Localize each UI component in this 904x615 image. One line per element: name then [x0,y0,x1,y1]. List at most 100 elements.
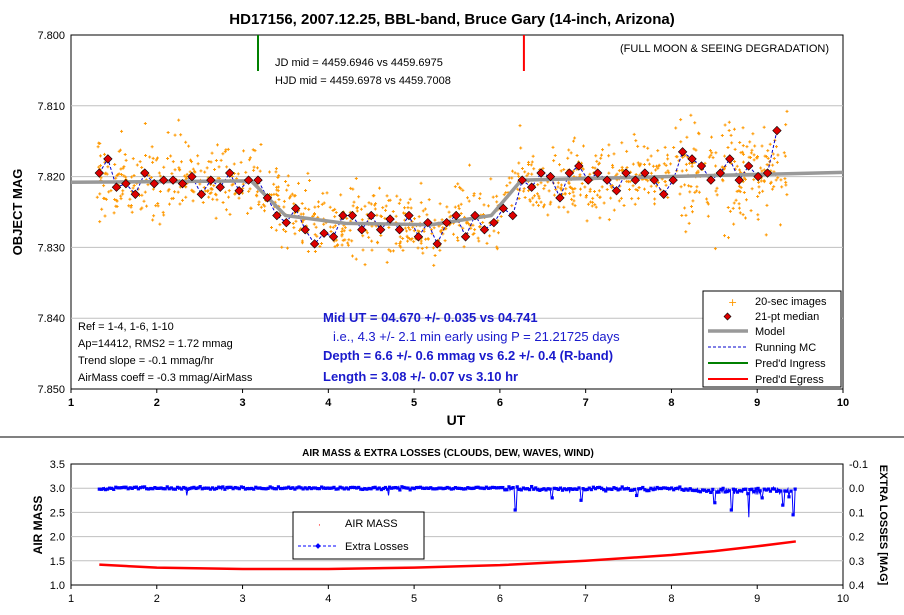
image-point [683,154,687,158]
image-point [203,170,207,174]
extra-losses-point [746,492,750,496]
image-point [461,188,465,192]
image-point [581,167,585,171]
image-point [631,184,635,188]
image-point [727,129,731,133]
image-point [738,211,742,215]
image-point [331,209,335,213]
image-point [715,193,719,197]
image-point [294,219,298,223]
image-point [567,181,571,185]
image-point [285,188,289,192]
image-point [741,150,745,154]
image-point [583,185,587,189]
image-point [416,229,420,233]
extra-losses-point [112,487,116,491]
median-point [281,217,291,228]
chart-title: HD17156, 2007.12.25, BBL-band, Bruce Gar… [229,11,674,28]
y2-tick-label: 0.0 [849,483,864,495]
image-point [739,186,743,190]
image-point [622,203,626,207]
image-point [559,186,563,190]
image-point [313,205,317,209]
air-mass-line [99,540,796,571]
image-point [340,227,344,231]
extra-losses-point [760,496,764,500]
extra-losses-point [583,488,587,492]
image-point [752,178,756,182]
image-point [752,158,756,162]
image-point [726,146,730,150]
image-point [757,191,761,195]
image-point [510,169,514,173]
image-point [150,145,154,149]
median-point [177,179,188,189]
extra-losses-point [509,486,513,490]
image-point [185,172,189,176]
image-point [237,196,241,200]
image-point [166,189,170,193]
extra-losses-point [402,485,406,490]
extra-losses-point [630,488,635,492]
extra-losses-point [589,487,593,492]
median-point [94,168,104,178]
image-point [584,194,588,198]
image-point [340,229,344,233]
image-point [526,172,530,176]
extra-losses-point [667,487,672,491]
image-point [637,186,641,190]
extra-losses-point [357,485,361,490]
image-point [461,226,465,230]
image-point [578,173,582,177]
image-point [710,135,714,139]
image-point [132,184,136,188]
extra-losses-point [616,488,620,492]
extra-losses-point [437,486,441,490]
median-point [300,225,310,235]
image-point [523,170,527,174]
image-point [549,200,553,204]
image-point [381,206,385,210]
median-point [432,239,442,249]
image-point [772,157,776,161]
image-point [221,152,225,156]
image-point [438,248,442,252]
image-point [597,189,601,193]
median-point [706,175,716,185]
median-point [734,175,744,185]
image-point [607,154,611,158]
extra-losses-point [120,486,124,490]
image-point [328,225,332,229]
image-point [248,187,252,191]
extra-losses-point [169,486,173,490]
extra-losses-point [108,486,112,490]
image-point [334,211,338,215]
image-point [184,195,188,199]
extra-losses-point [748,487,752,492]
extra-losses-point [210,486,215,490]
image-point [214,159,218,163]
x-tick-label: 4 [325,593,331,605]
image-point [184,140,188,144]
image-point [399,240,403,244]
x-tick-label: 3 [239,593,245,605]
extra-losses-point [383,485,388,490]
image-point [478,196,482,200]
extra-losses-point [702,488,707,492]
median-point [640,168,650,178]
extra-losses-series [97,484,797,518]
image-point [721,179,725,183]
image-point [729,133,733,137]
image-point [492,229,496,233]
extra-losses-point [287,485,291,489]
bottom-x-axis-ticks: 1 2 3 4 5 6 7 8 9 10 [68,585,849,605]
image-point [685,135,689,139]
image-point [120,129,124,133]
image-point [523,195,527,199]
image-point [203,189,207,193]
image-point [769,181,773,185]
image-point [374,202,378,206]
image-point [478,192,482,196]
image-point [349,186,353,190]
image-point [638,164,642,168]
